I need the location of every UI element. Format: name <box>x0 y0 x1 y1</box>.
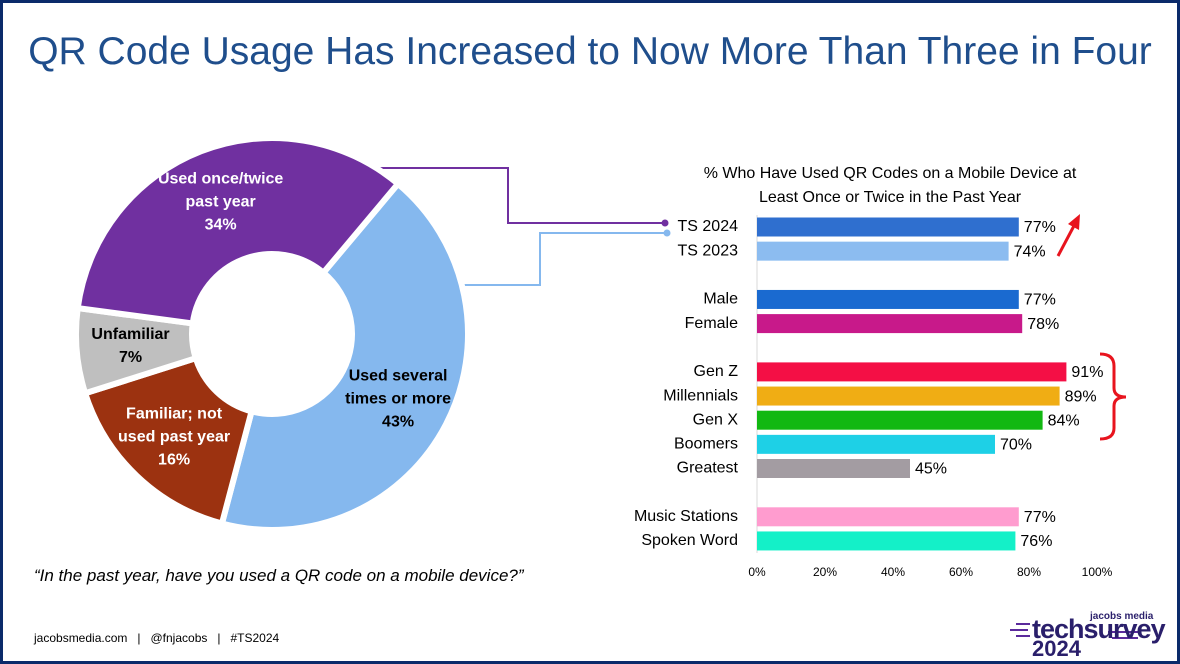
donut-slice <box>81 354 256 528</box>
bar <box>757 459 910 478</box>
value-label: 89% <box>1065 388 1097 405</box>
connector <box>380 167 662 224</box>
value-label: 70% <box>1000 437 1032 454</box>
x-tick-label: 0% <box>748 565 766 579</box>
slice-label: Unfamiliar 7% <box>66 323 196 369</box>
slice-category: Used several times or more <box>345 367 451 408</box>
logo-year: 2024 <box>1032 636 1081 661</box>
bar <box>757 314 1023 334</box>
x-tick-label: 80% <box>1017 565 1041 579</box>
bar <box>757 362 1067 382</box>
value-label: 77% <box>1024 219 1056 236</box>
question: “In the past year, have you used a QR co… <box>34 566 524 585</box>
x-tick-label: 100% <box>1082 565 1113 579</box>
y-tick-label: Boomers <box>674 436 738 453</box>
bar <box>757 410 1043 430</box>
slice-label: Familiar; not used past year 16% <box>109 402 239 471</box>
y-tick-label: Greatest <box>677 460 739 477</box>
slice-category: Familiar; not used past year <box>118 405 231 446</box>
donut-slice <box>74 135 403 327</box>
bar <box>757 241 1009 261</box>
connector-dot <box>663 229 671 237</box>
y-tick-label: Gen X <box>693 411 739 428</box>
x-tick-label: 20% <box>813 565 837 579</box>
footer: jacobsmedia.com | @fnjacobs | #TS2024 <box>34 631 280 645</box>
x-tick-label: 60% <box>949 565 973 579</box>
y-tick-label: Millennials <box>663 387 738 404</box>
value-label: 76% <box>1020 533 1052 550</box>
logo-lines <box>1010 623 1140 639</box>
bar <box>757 507 1019 527</box>
connector-dot <box>661 219 669 227</box>
trend-arrow-head <box>1068 214 1080 230</box>
x-tick-label: 40% <box>881 565 905 579</box>
bar <box>757 531 1016 551</box>
value-label: 91% <box>1071 364 1103 381</box>
y-tick-label: Female <box>685 315 738 332</box>
logo-name: techsurvey <box>1032 614 1166 644</box>
slice-value: 43% <box>382 413 415 431</box>
trend-arrow <box>1056 221 1078 257</box>
slice-category: Used once/twice past year <box>157 170 284 211</box>
slice-label: Used several times or more 43% <box>333 365 463 434</box>
connector <box>458 232 664 286</box>
slice-category: Unfamiliar <box>91 326 170 344</box>
slice-value: 34% <box>204 216 237 234</box>
y-tick-label: Music Stations <box>634 508 738 525</box>
slice-value: 7% <box>118 349 143 367</box>
y-tick-label: Male <box>703 291 738 308</box>
bar <box>757 386 1060 406</box>
slice-value: 16% <box>158 451 191 469</box>
y-tick-label: TS 2024 <box>678 218 739 235</box>
value-label: 77% <box>1024 292 1056 309</box>
value-label: 84% <box>1048 412 1080 429</box>
bar <box>757 434 995 454</box>
bar-chart-title: % Who Have Used QR Codes on a Mobile Dev… <box>704 165 1077 206</box>
bar <box>757 289 1019 309</box>
y-tick-label: Gen Z <box>694 363 739 380</box>
value-label: 78% <box>1027 316 1059 333</box>
value-label: 74% <box>1014 243 1046 260</box>
value-label: 77% <box>1024 509 1056 526</box>
slice-label: Used once/twice past year 34% <box>156 167 286 236</box>
y-tick-label: Spoken Word <box>641 532 738 549</box>
bar <box>757 217 1019 237</box>
slide-title: QR Code Usage Has Increased to Now More … <box>28 30 1152 73</box>
value-label: 45% <box>915 461 947 478</box>
bracket <box>1099 352 1127 441</box>
y-tick-label: TS 2023 <box>678 242 739 259</box>
logo-brand: jacobs media <box>1090 611 1154 622</box>
donut-slice <box>218 179 471 533</box>
